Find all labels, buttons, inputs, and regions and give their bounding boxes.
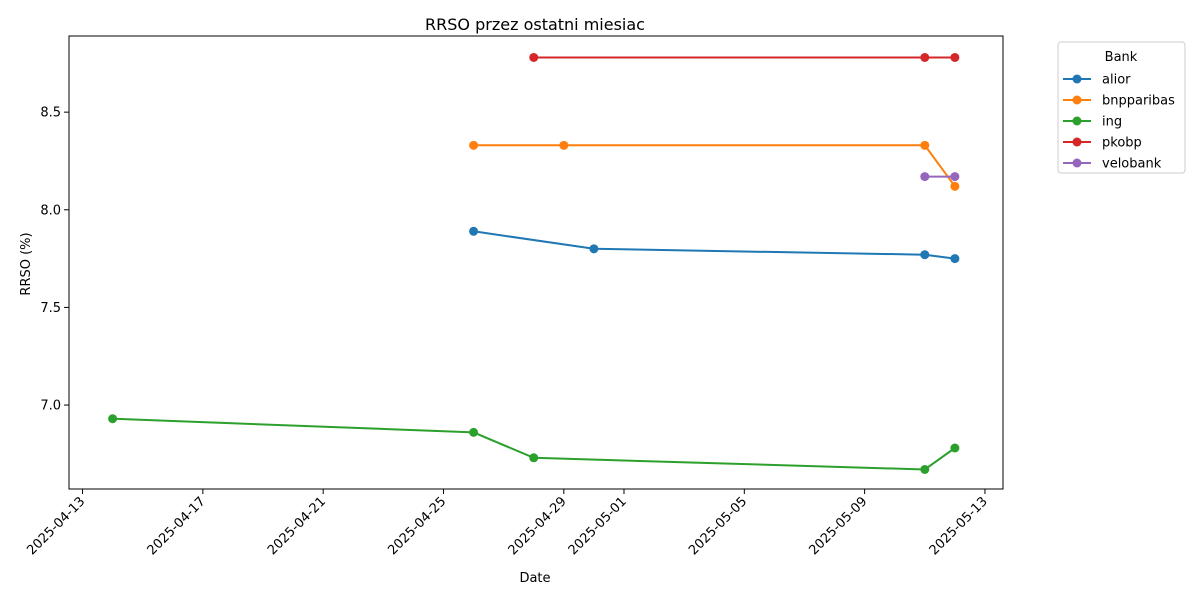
x-tick-label: 2025-04-17	[145, 494, 209, 558]
x-tick-label: 2025-05-05	[686, 494, 750, 558]
data-point-bnpparibas	[559, 140, 569, 150]
chart-title: RRSO przez ostatni miesiac	[425, 15, 645, 34]
series-alior	[469, 226, 960, 264]
legend-label: ing	[1102, 115, 1122, 130]
plot-frame	[68, 35, 1004, 490]
data-point-bnpparibas	[469, 140, 479, 150]
x-axis-label: Date	[519, 571, 550, 586]
data-point-pkobp	[920, 52, 930, 62]
x-tick-label: 2025-04-25	[385, 494, 449, 558]
legend-title: Bank	[1105, 50, 1138, 65]
legend-label: pkobp	[1102, 136, 1142, 151]
x-tick-label: 2025-04-21	[265, 494, 329, 558]
data-point-ing	[920, 464, 930, 474]
legend-item-velobank: velobank	[1063, 157, 1162, 172]
data-point-alior	[950, 254, 960, 264]
x-tick-label: 2025-04-13	[24, 494, 88, 558]
series-pkobp	[529, 52, 960, 62]
y-axis-label: RRSO (%)	[19, 232, 34, 295]
legend-item-pkobp: pkobp	[1063, 136, 1142, 151]
data-point-bnpparibas	[920, 140, 930, 150]
legend-label: velobank	[1102, 157, 1162, 172]
data-point-ing	[469, 427, 479, 437]
series-ing	[108, 414, 960, 474]
series-line-alior	[473, 230, 956, 260]
legend-marker	[1072, 74, 1082, 84]
series-line-bnpparibas	[473, 144, 956, 187]
data-point-ing	[108, 414, 118, 424]
x-tick-label: 2025-04-29	[506, 494, 570, 558]
legend-label: bnpparibas	[1102, 94, 1175, 109]
legend: Bank alior bnpparibas ing pkobp velobank	[1057, 41, 1186, 174]
legend-marker	[1072, 116, 1082, 126]
data-point-alior	[589, 244, 599, 254]
x-tick-label: 2025-05-09	[806, 494, 870, 558]
data-point-alior	[469, 226, 479, 236]
data-point-bnpparibas	[950, 181, 960, 191]
data-point-pkobp	[950, 52, 960, 62]
y-tick-label: 8.5	[40, 106, 61, 121]
legend-marker	[1072, 95, 1082, 105]
data-point-velobank	[950, 172, 960, 182]
data-point-pkobp	[529, 52, 539, 62]
series-velobank	[920, 172, 960, 182]
legend-item-bnpparibas: bnpparibas	[1063, 94, 1175, 109]
x-tick-label: 2025-05-13	[927, 494, 991, 558]
data-point-velobank	[920, 172, 930, 182]
legend-item-ing: ing	[1063, 115, 1122, 130]
data-point-ing	[529, 453, 539, 463]
y-tick-label: 8.0	[40, 203, 61, 218]
data-point-ing	[950, 443, 960, 453]
legend-item-alior: alior	[1063, 73, 1131, 88]
data-point-alior	[920, 250, 930, 260]
x-tick-label: 2025-05-01	[566, 494, 630, 558]
legend-marker	[1072, 158, 1082, 168]
legend-label: alior	[1102, 73, 1131, 88]
y-tick-label: 7.5	[40, 301, 61, 316]
y-tick-label: 7.0	[40, 399, 61, 414]
series-bnpparibas	[469, 140, 960, 191]
legend-marker	[1072, 137, 1082, 147]
